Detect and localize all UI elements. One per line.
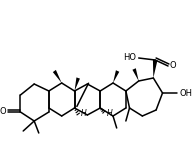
Polygon shape — [113, 70, 119, 83]
Polygon shape — [153, 60, 157, 78]
Text: O: O — [169, 61, 176, 71]
Text: H: H — [81, 109, 87, 119]
Polygon shape — [74, 77, 80, 91]
Text: O: O — [0, 108, 6, 117]
Polygon shape — [132, 68, 139, 81]
Polygon shape — [53, 70, 62, 83]
Text: H: H — [107, 109, 112, 117]
Text: HO: HO — [123, 53, 136, 63]
Text: OH: OH — [180, 88, 192, 98]
